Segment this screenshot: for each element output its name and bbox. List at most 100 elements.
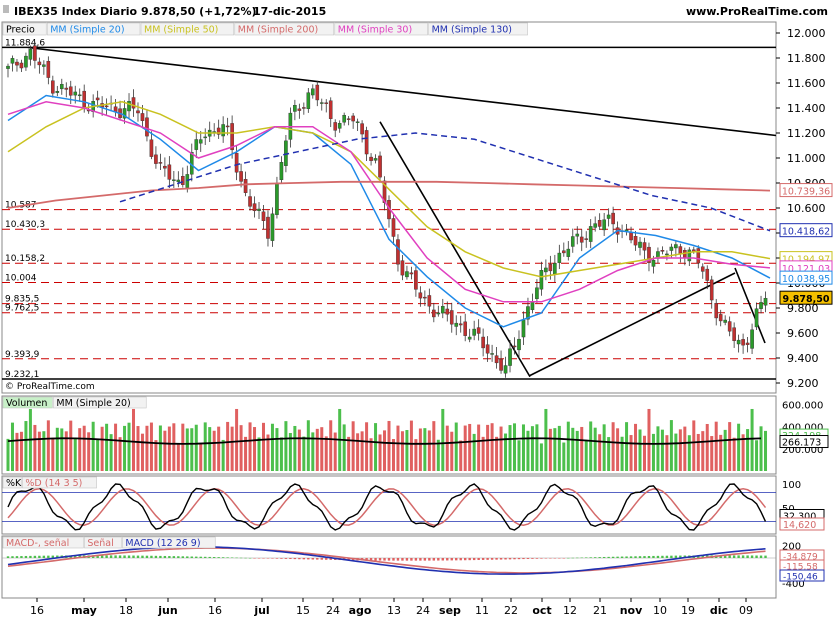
- volume-bar: [154, 440, 158, 471]
- candle-body: [674, 244, 678, 249]
- candle-body: [221, 124, 225, 137]
- candle-body: [562, 250, 566, 254]
- x-tick-label: 18: [119, 604, 133, 617]
- candle-body: [51, 80, 55, 94]
- candle-body: [763, 297, 768, 306]
- date-label: 17-dic-2015: [253, 5, 326, 18]
- volume-bar: [584, 439, 588, 471]
- macd-histogram-bar: [217, 557, 220, 558]
- volume-bar: [472, 433, 476, 471]
- candle-body: [705, 268, 710, 281]
- candle-body: [736, 339, 741, 345]
- candle-body: [566, 248, 571, 257]
- volume-bar: [302, 436, 306, 471]
- volume-bar: [383, 430, 387, 471]
- macd-histogram-bar: [701, 555, 704, 558]
- macd-histogram-bar: [293, 558, 297, 560]
- candle-body: [557, 252, 562, 263]
- macd-histogram-bar: [132, 555, 135, 558]
- macd-histogram-bar: [764, 555, 767, 558]
- candle-body: [588, 226, 593, 242]
- macd-histogram-bar: [620, 556, 624, 558]
- value-tag: [779, 223, 833, 238]
- legends: Precio MM (Simple 20) MM (Simple 50) MM (Si…: [2, 22, 528, 549]
- macd-histogram-bar: [679, 555, 682, 558]
- macd-histogram-bar: [271, 558, 274, 559]
- candle-body: [494, 355, 499, 364]
- macd-histogram-bar: [625, 556, 628, 558]
- candle-body: [458, 323, 463, 326]
- macd-histogram-bar: [329, 558, 332, 560]
- volume-bar: [51, 437, 55, 471]
- x-tick-label: 12: [563, 604, 577, 617]
- candle-body: [467, 336, 472, 340]
- volume-bar: [441, 408, 445, 471]
- value-tag: [779, 290, 833, 305]
- volume-bar: [521, 424, 525, 471]
- macd-histogram-bar: [74, 555, 77, 558]
- menu-icon[interactable]: [3, 5, 9, 13]
- candle-body: [24, 55, 28, 68]
- volume-bar: [674, 433, 678, 471]
- volume-bar: [396, 425, 400, 471]
- volume-bar: [284, 421, 288, 471]
- value-tag-label: 10.194,97: [782, 255, 830, 266]
- macd-histogram-bar: [674, 555, 678, 558]
- candle-body: [481, 336, 485, 349]
- volume-bar: [687, 435, 691, 471]
- volume-bar: [145, 425, 149, 471]
- volume-bar: [190, 428, 194, 471]
- macd-histogram-bar: [199, 556, 202, 558]
- volume-bar: [369, 438, 373, 471]
- macd-histogram-bar: [755, 555, 758, 558]
- macd-histogram-bar: [562, 558, 566, 559]
- macd-histogram-bar: [593, 557, 597, 558]
- value-tag-label: 10.038,95: [782, 274, 830, 285]
- macd-legend-box: [122, 536, 216, 549]
- volume-bar: [432, 421, 436, 471]
- macd-histogram-bar: [396, 558, 400, 561]
- macd-histogram-bar: [24, 555, 28, 558]
- uptrend-line: [529, 272, 736, 377]
- macd-panel: [2, 545, 776, 575]
- volume-bar: [499, 426, 503, 471]
- macd-histogram-bar: [253, 558, 256, 559]
- x-tick-label: ago: [349, 604, 372, 617]
- candle-body: [432, 309, 436, 318]
- y-tick-label: 12.000: [787, 27, 826, 40]
- moving-average-line: [7, 94, 771, 328]
- volume-bar: [409, 420, 413, 471]
- candle-body: [476, 327, 481, 334]
- macd-histogram-bar: [15, 556, 19, 558]
- candle-body: [73, 91, 78, 96]
- candle-body: [409, 272, 414, 275]
- volume-bar: [539, 443, 543, 471]
- volume-bar: [513, 423, 517, 471]
- volume-bar: [248, 422, 252, 471]
- site-label[interactable]: www.ProRealTime.com: [686, 5, 828, 18]
- candle-body: [154, 154, 158, 164]
- macd-histogram-bar: [378, 558, 382, 561]
- macd-histogram-bar: [602, 556, 606, 558]
- legend-label: MM (Simple 30): [338, 25, 412, 36]
- candle-body: [463, 321, 468, 336]
- volume-bar: [100, 426, 104, 471]
- volume-bar: [723, 429, 727, 471]
- macd-tick-label: -400: [782, 579, 805, 590]
- level-label: 9.762,5: [5, 304, 39, 314]
- candle-body: [418, 292, 423, 299]
- stoch-legend-box: [22, 476, 97, 489]
- macd-histogram-bar: [136, 555, 140, 558]
- y-tick-label: 11.600: [787, 77, 826, 90]
- volume-bar: [669, 420, 673, 471]
- volume-bar: [665, 435, 669, 471]
- volume-bar: [158, 425, 162, 471]
- volume-tick-label: 600.000: [782, 401, 823, 412]
- candle-body: [678, 246, 683, 255]
- macd-value-label: -150,46: [783, 573, 818, 583]
- candle-body: [611, 212, 615, 225]
- macd-histogram-bar: [42, 555, 46, 558]
- volume-bar: [311, 432, 315, 471]
- macd-histogram-bar: [181, 556, 185, 558]
- macd-histogram-bar: [239, 557, 243, 559]
